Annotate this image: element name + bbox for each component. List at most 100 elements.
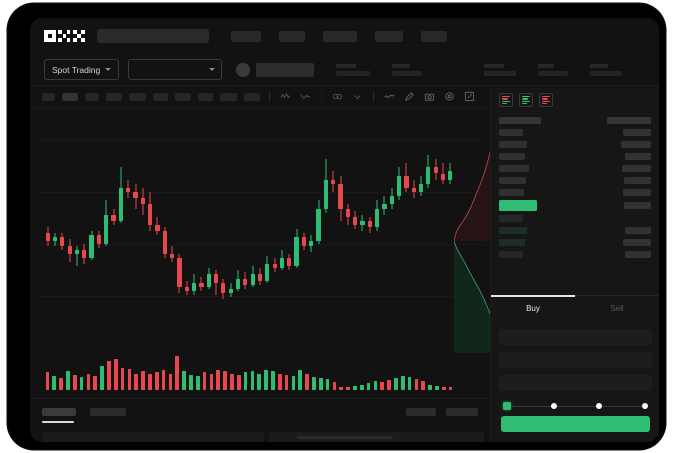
- nav-item-3[interactable]: [322, 30, 357, 42]
- candle: [206, 108, 211, 338]
- field-price[interactable]: [499, 329, 652, 345]
- ob-mode-bids-only[interactable]: [519, 93, 533, 107]
- candle: [52, 108, 58, 338]
- settings-gear-icon[interactable]: [443, 90, 456, 103]
- app-header: [30, 18, 659, 54]
- candle: [382, 108, 387, 338]
- toolbar-divider: [269, 91, 270, 102]
- volume-bar: [359, 385, 364, 390]
- nav-item-4[interactable]: [374, 30, 403, 42]
- order-form: [499, 329, 652, 391]
- ob-ask-6[interactable]: [499, 186, 651, 198]
- tf-3[interactable]: [85, 92, 99, 101]
- wave-indicator-icon[interactable]: [383, 90, 396, 103]
- ob-mode-both[interactable]: [499, 93, 513, 107]
- candle: [411, 108, 416, 338]
- tf-10[interactable]: [244, 92, 260, 101]
- volume-bar: [380, 382, 385, 390]
- nav-item-5[interactable]: [420, 30, 447, 42]
- ob-ask-2[interactable]: [499, 138, 651, 150]
- ob-mode-asks-only[interactable]: [539, 93, 553, 107]
- tab-order-history[interactable]: [90, 408, 126, 416]
- field-total[interactable]: [499, 375, 652, 391]
- candle: [396, 108, 402, 338]
- tab-sell[interactable]: Sell: [610, 304, 624, 313]
- ob-ask-4[interactable]: [499, 162, 651, 174]
- camera-icon[interactable]: [423, 90, 436, 103]
- candle: [104, 108, 109, 338]
- volume-bar: [421, 381, 426, 390]
- volume-bar: [113, 359, 118, 390]
- volume-bar: [325, 379, 330, 390]
- stat-change-24h: [392, 63, 423, 76]
- volume-bar: [45, 372, 50, 390]
- amount-step-slider[interactable]: [503, 400, 648, 412]
- tf-7[interactable]: [175, 92, 191, 101]
- chevron-down-icon[interactable]: [351, 90, 364, 103]
- candle: [331, 108, 336, 338]
- ob-spread-price[interactable]: [499, 198, 651, 212]
- tf-6[interactable]: [153, 92, 168, 101]
- candle: [389, 108, 394, 338]
- tab-open-orders[interactable]: [42, 408, 76, 416]
- tf-4[interactable]: [106, 92, 122, 101]
- indicators-icon[interactable]: [279, 90, 292, 103]
- step-4[interactable]: [641, 403, 648, 409]
- candle: [418, 108, 424, 338]
- field-amount[interactable]: [499, 352, 652, 368]
- step-1[interactable]: [503, 402, 511, 410]
- ob-ask-3[interactable]: [499, 150, 651, 162]
- ob-bid-3[interactable]: [499, 236, 651, 248]
- ob-ask-5[interactable]: [499, 174, 651, 186]
- candle: [140, 108, 145, 338]
- tf-1[interactable]: [42, 92, 55, 101]
- stat-low-24h: [538, 63, 569, 76]
- candle: [148, 108, 153, 338]
- tf-5[interactable]: [129, 92, 146, 101]
- market-mode-dropdown[interactable]: Spot Trading: [44, 59, 120, 80]
- toolbar-divider: [373, 91, 374, 102]
- candle: [235, 108, 241, 338]
- drawing-tools-icon[interactable]: [403, 90, 416, 103]
- tab-buy[interactable]: Buy: [491, 295, 575, 321]
- tf-9[interactable]: [220, 92, 237, 101]
- volume-bar: [305, 373, 309, 390]
- okx-logo[interactable]: [44, 30, 85, 43]
- step-3[interactable]: [596, 403, 603, 409]
- ob-ask-1[interactable]: [499, 126, 651, 138]
- candle: [213, 108, 219, 338]
- search-input[interactable]: [96, 29, 209, 43]
- step-2[interactable]: [550, 403, 557, 409]
- chart-type-icon[interactable]: [299, 90, 312, 103]
- chart-area[interactable]: [30, 108, 490, 398]
- action-hide-other-pairs[interactable]: [406, 408, 436, 416]
- fullscreen-icon[interactable]: [463, 90, 476, 103]
- stat-high-24h: [484, 63, 517, 76]
- volume-histogram[interactable]: [30, 338, 490, 396]
- pair-avatar: [236, 62, 251, 77]
- place-order-button[interactable]: [501, 416, 650, 432]
- compare-icon[interactable]: [331, 90, 344, 103]
- nav-item-2[interactable]: [278, 30, 305, 42]
- nav-item-1[interactable]: [230, 30, 261, 42]
- volume-bar: [407, 376, 412, 390]
- orders-tabs-row: [42, 408, 478, 416]
- candle: [353, 108, 358, 338]
- volume-bar: [230, 373, 234, 390]
- action-cancel-all[interactable]: [446, 408, 478, 416]
- ob-bid-1[interactable]: [499, 212, 651, 224]
- volume-bar: [189, 374, 193, 390]
- ob-bid-2[interactable]: [499, 224, 651, 236]
- tf-8[interactable]: [198, 92, 213, 101]
- tf-2[interactable]: [62, 92, 78, 101]
- candle: [191, 108, 197, 338]
- candlestick-chart[interactable]: [30, 108, 490, 338]
- depth-chart-svg: [453, 151, 490, 353]
- volume-bar: [161, 370, 166, 390]
- candle: [243, 108, 248, 338]
- orderbook[interactable]: [491, 112, 659, 260]
- volume-bar: [209, 373, 214, 390]
- candle: [133, 108, 138, 338]
- trading-pair-dropdown[interactable]: [128, 59, 223, 80]
- ob-bid-4[interactable]: [499, 248, 651, 260]
